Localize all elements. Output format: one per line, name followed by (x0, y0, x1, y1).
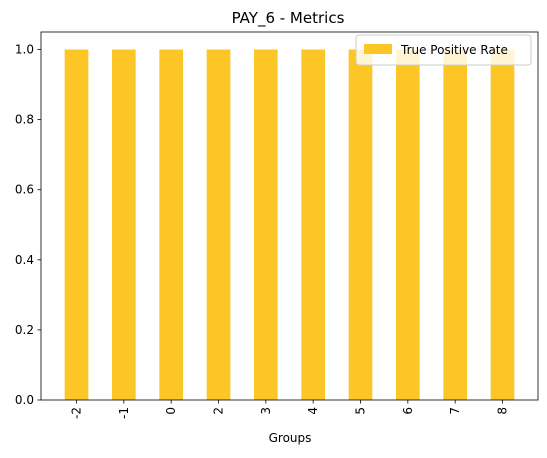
x-tick-label: 0 (164, 407, 178, 415)
y-tick-label: 1.0 (15, 43, 34, 57)
x-tick-label: 5 (354, 407, 368, 415)
x-tick-label: 3 (259, 407, 273, 415)
bar-4 (301, 49, 325, 401)
chart-title: PAY_6 - Metrics (232, 9, 345, 28)
bar-7 (443, 49, 467, 401)
x-tick-label: -2 (70, 407, 84, 419)
y-tick-label: 0.8 (15, 113, 34, 127)
legend-frame (355, 34, 532, 66)
bar-3 (254, 49, 278, 401)
x-tick-label: 7 (448, 407, 462, 415)
plot-frame (40, 31, 539, 401)
axes-layer: 0.0 0.2 0.4 0.6 0.8 1.0 -2 -1 0 2 3 4 5 6 7 8 (15, 31, 539, 419)
bar-5 (348, 49, 373, 401)
y-tick-label: 0.0 (15, 393, 34, 407)
bar--2 (64, 49, 89, 401)
bar-0 (159, 49, 183, 401)
x-tick-label: -1 (117, 407, 131, 419)
x-tick-label: 6 (401, 407, 415, 415)
y-tick-label: 0.6 (15, 183, 34, 197)
bar-2 (206, 49, 231, 401)
y-tick-label: 0.2 (15, 323, 34, 337)
bars-layer (64, 49, 515, 401)
x-tick-label: 4 (306, 407, 320, 415)
legend: True Positive Rate (355, 34, 532, 66)
bar-8 (490, 49, 515, 401)
bar--1 (112, 49, 136, 401)
x-tick-label: 2 (212, 407, 226, 415)
legend-swatch (364, 44, 392, 54)
bar-6 (396, 49, 420, 401)
y-tick-label: 0.4 (15, 253, 34, 267)
x-tick-label: 8 (496, 407, 510, 415)
legend-label: True Positive Rate (400, 43, 508, 57)
x-axis-label: Groups (269, 431, 312, 445)
